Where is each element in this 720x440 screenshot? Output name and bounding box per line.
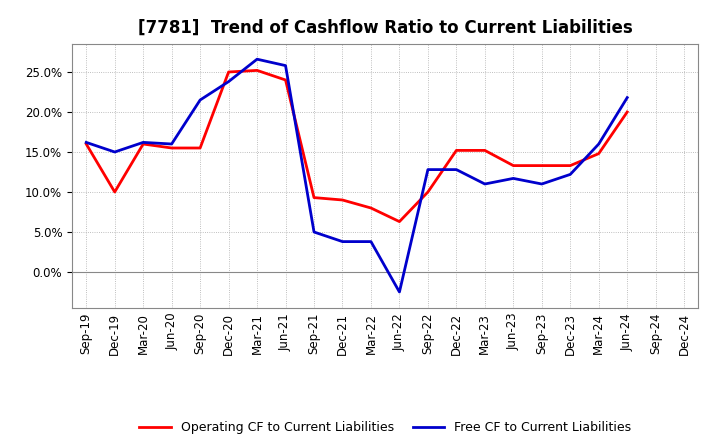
Free CF to Current Liabilities [566,172,575,177]
Operating CF to Current Liabilities [480,148,489,153]
Free CF to Current Liabilities [509,176,518,181]
Operating CF to Current Liabilities [253,68,261,73]
Free CF to Current Liabilities [82,140,91,145]
Operating CF to Current Liabilities [423,189,432,194]
Line: Free CF to Current Liabilities: Free CF to Current Liabilities [86,59,627,292]
Operating CF to Current Liabilities [139,141,148,147]
Free CF to Current Liabilities [423,167,432,172]
Operating CF to Current Liabilities [82,141,91,147]
Operating CF to Current Liabilities [366,205,375,211]
Free CF to Current Liabilities [452,167,461,172]
Operating CF to Current Liabilities [566,163,575,168]
Free CF to Current Liabilities [310,229,318,235]
Free CF to Current Liabilities [623,95,631,100]
Operating CF to Current Liabilities [623,110,631,115]
Operating CF to Current Liabilities [338,198,347,203]
Operating CF to Current Liabilities [110,189,119,194]
Operating CF to Current Liabilities [595,151,603,156]
Operating CF to Current Liabilities [395,219,404,224]
Title: [7781]  Trend of Cashflow Ratio to Current Liabilities: [7781] Trend of Cashflow Ratio to Curren… [138,19,633,37]
Free CF to Current Liabilities [196,97,204,103]
Free CF to Current Liabilities [225,79,233,84]
Free CF to Current Liabilities [537,181,546,187]
Free CF to Current Liabilities [595,141,603,147]
Operating CF to Current Liabilities [167,145,176,150]
Operating CF to Current Liabilities [196,145,204,150]
Free CF to Current Liabilities [282,63,290,68]
Operating CF to Current Liabilities [452,148,461,153]
Free CF to Current Liabilities [110,149,119,154]
Free CF to Current Liabilities [395,290,404,295]
Operating CF to Current Liabilities [537,163,546,168]
Free CF to Current Liabilities [253,57,261,62]
Free CF to Current Liabilities [366,239,375,244]
Line: Operating CF to Current Liabilities: Operating CF to Current Liabilities [86,70,627,222]
Free CF to Current Liabilities [480,181,489,187]
Operating CF to Current Liabilities [282,77,290,83]
Legend: Operating CF to Current Liabilities, Free CF to Current Liabilities: Operating CF to Current Liabilities, Fre… [135,416,636,439]
Free CF to Current Liabilities [167,141,176,147]
Free CF to Current Liabilities [139,140,148,145]
Operating CF to Current Liabilities [509,163,518,168]
Free CF to Current Liabilities [338,239,347,244]
Operating CF to Current Liabilities [310,195,318,200]
Operating CF to Current Liabilities [225,70,233,75]
